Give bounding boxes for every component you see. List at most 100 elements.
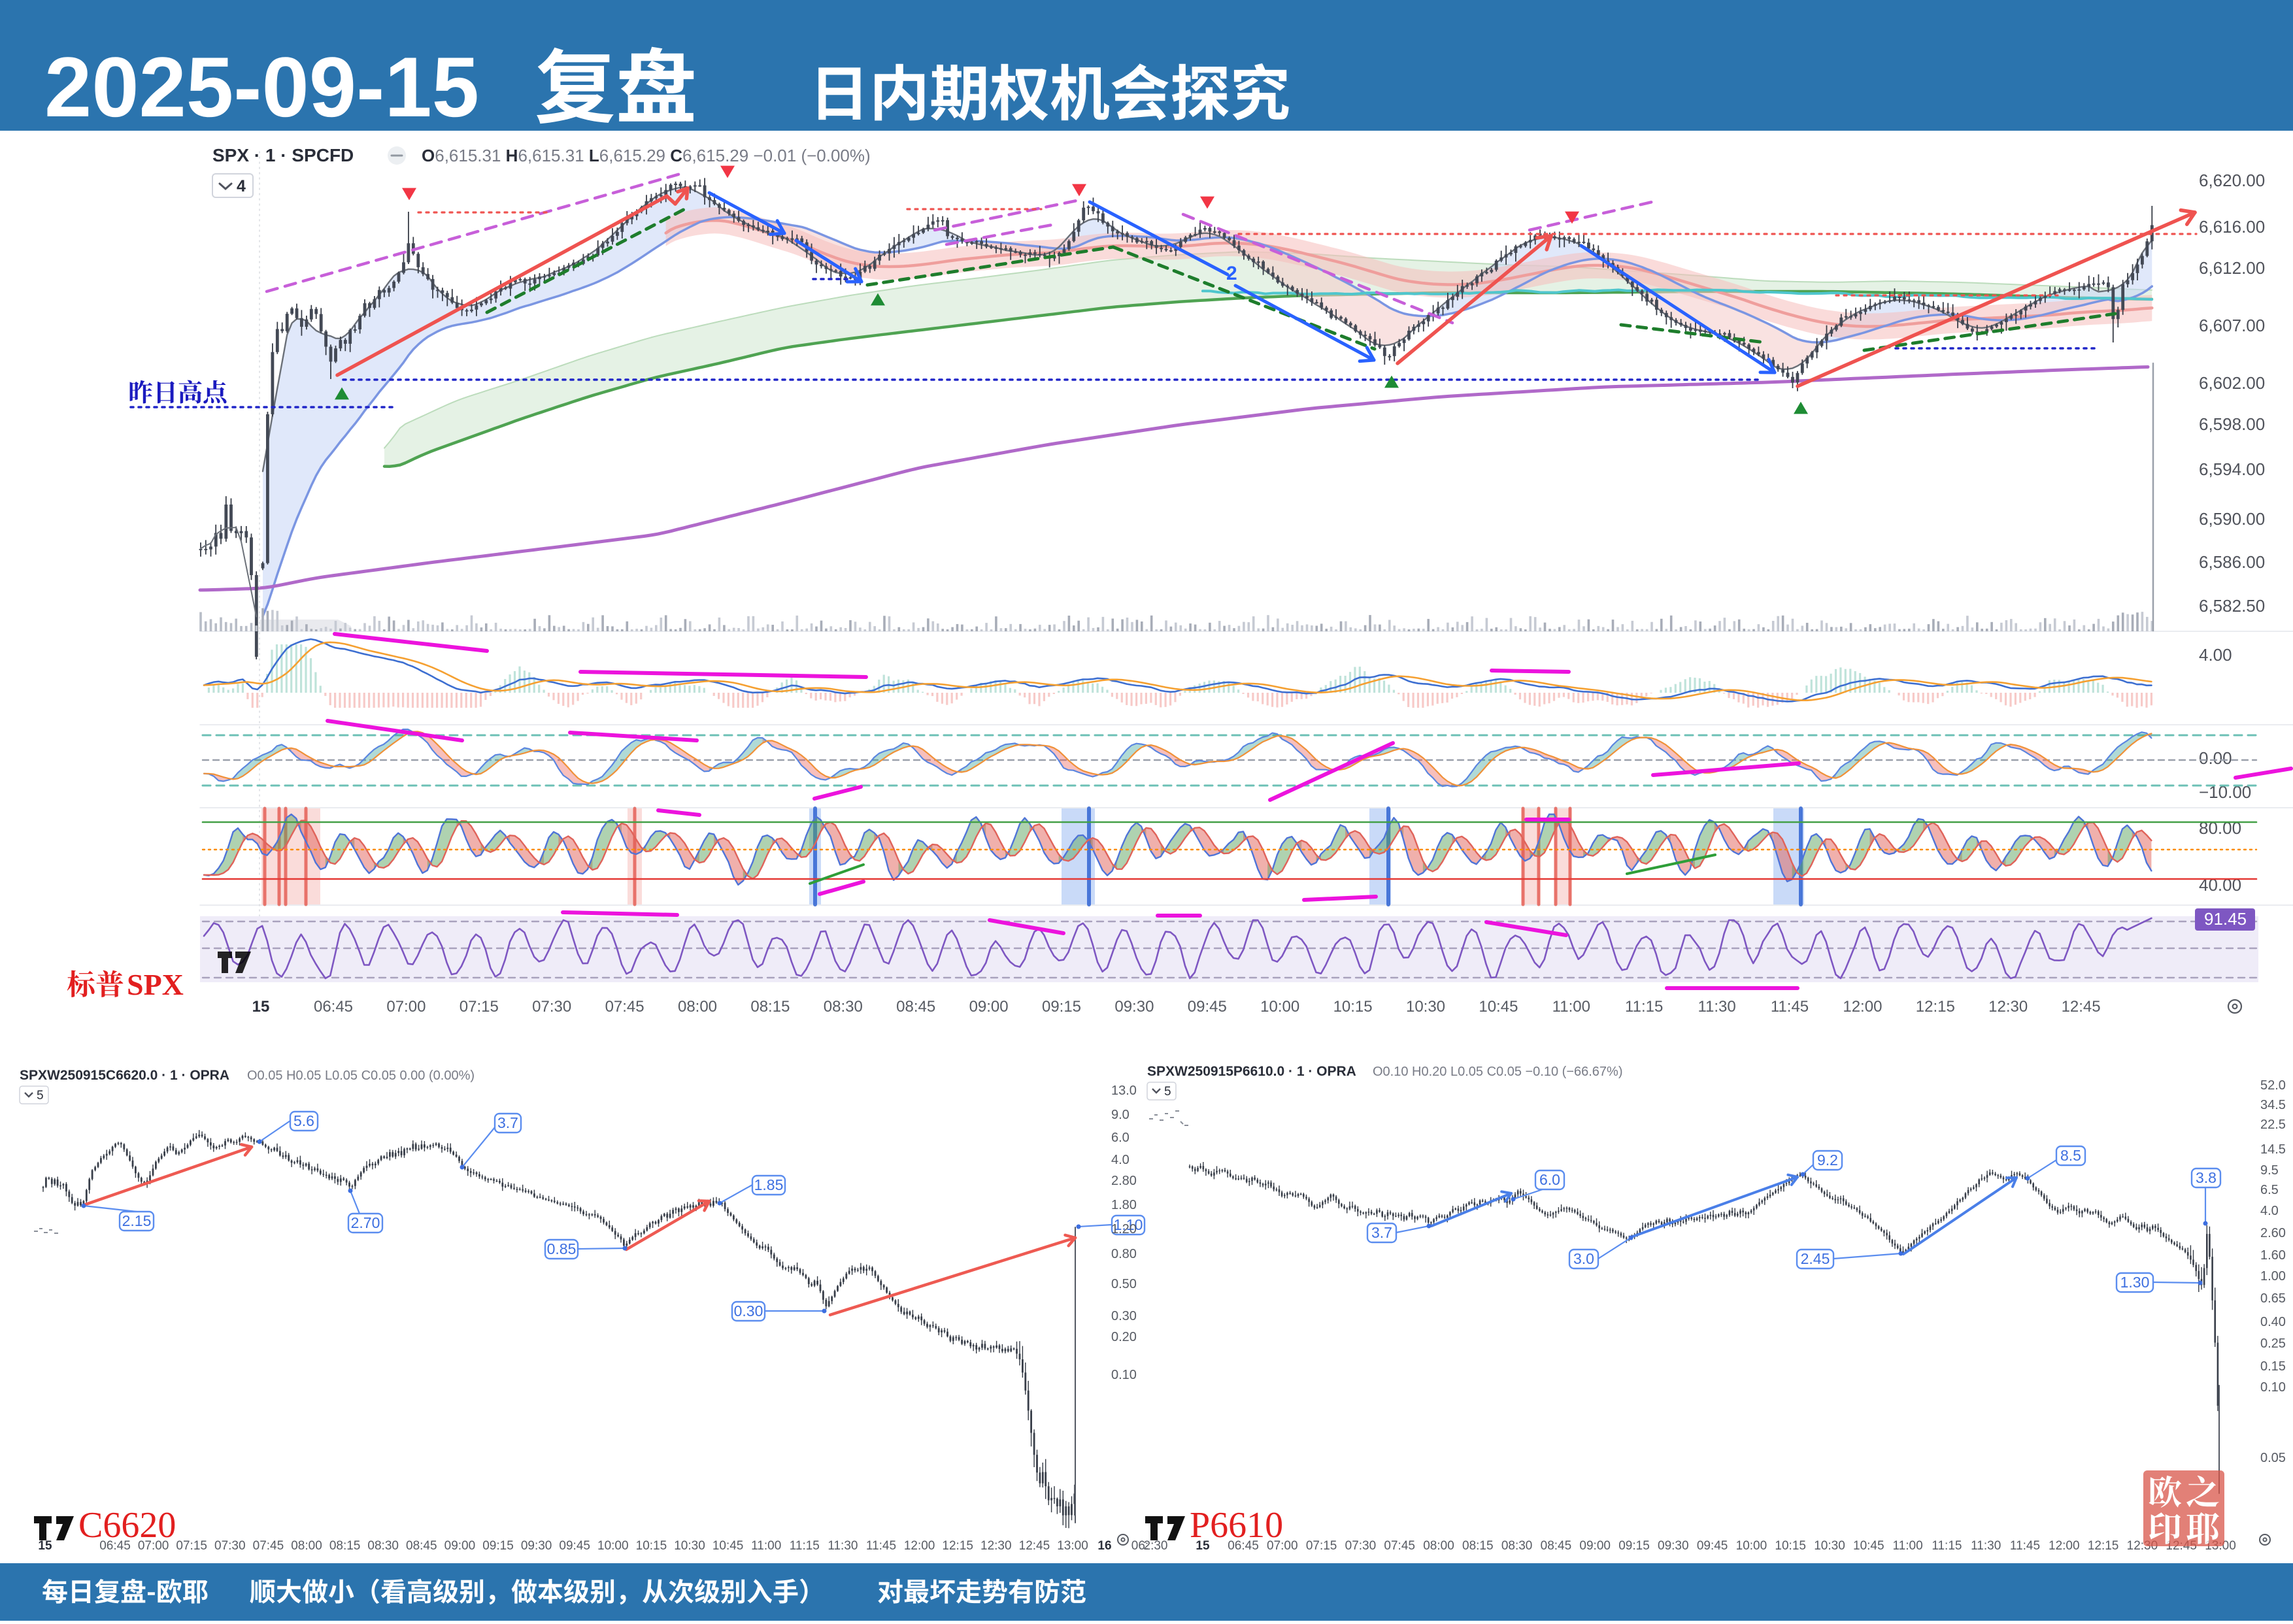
svg-text:08:30: 08:30 (824, 998, 863, 1016)
svg-text:SPX · 1 · SPCFD: SPX · 1 · SPCFD (212, 145, 354, 165)
svg-text:09:00: 09:00 (444, 1539, 476, 1553)
svg-text:6,612.00: 6,612.00 (2199, 258, 2265, 278)
svg-text:07:45: 07:45 (605, 998, 644, 1016)
svg-text:SPXW250915P6610.0 · 1 · OPRA: SPXW250915P6610.0 · 1 · OPRA (1147, 1064, 1356, 1079)
svg-text:10:45: 10:45 (712, 1539, 744, 1553)
svg-text:16: 16 (1097, 1539, 1111, 1553)
svg-text:07:15: 07:15 (1306, 1539, 1337, 1553)
svg-text:52.0: 52.0 (2260, 1078, 2286, 1093)
svg-text:12:00: 12:00 (2049, 1539, 2080, 1553)
svg-text:O6,615.31 H6,615.31 L6,615.29: O6,615.31 H6,615.31 L6,615.29 C6,615.29 … (422, 146, 871, 165)
svg-text:2.15: 2.15 (122, 1212, 152, 1229)
svg-text:10:15: 10:15 (636, 1539, 667, 1553)
svg-text:1.80: 1.80 (1111, 1198, 1137, 1212)
svg-text:0.85: 0.85 (547, 1240, 577, 1257)
svg-text:0.10: 0.10 (1111, 1368, 1137, 1382)
svg-text:2.60: 2.60 (2260, 1226, 2286, 1240)
svg-text:9.5: 9.5 (2260, 1163, 2279, 1178)
svg-text:11:30: 11:30 (1971, 1539, 2001, 1553)
svg-text:0.65: 0.65 (2260, 1291, 2286, 1306)
svg-text:3.0: 3.0 (1573, 1250, 1594, 1267)
svg-text:10:00: 10:00 (1260, 998, 1299, 1016)
svg-text:07:30: 07:30 (532, 998, 571, 1016)
svg-text:08:30: 08:30 (367, 1539, 399, 1553)
svg-text:0.80: 0.80 (1111, 1247, 1137, 1261)
svg-text:5: 5 (37, 1089, 44, 1102)
svg-text:12:30: 12:30 (980, 1539, 1012, 1553)
svg-text:34.5: 34.5 (2260, 1098, 2286, 1112)
svg-text:08:00: 08:00 (1423, 1539, 1454, 1553)
svg-text:10:45: 10:45 (1479, 998, 1518, 1016)
svg-text:15: 15 (252, 998, 270, 1016)
svg-text:08:15: 08:15 (1462, 1539, 1494, 1553)
svg-text:06:45: 06:45 (314, 998, 353, 1016)
svg-text:12:00: 12:00 (1843, 998, 1882, 1016)
svg-text:08:45: 08:45 (1541, 1539, 1572, 1553)
svg-text:0.00: 0.00 (2199, 748, 2232, 768)
svg-text:11:15: 11:15 (1625, 998, 1663, 1016)
svg-text:2.70: 2.70 (351, 1214, 380, 1231)
svg-text:0.30: 0.30 (734, 1302, 763, 1319)
svg-text:09:15: 09:15 (1618, 1539, 1650, 1553)
svg-text:0.25: 0.25 (2260, 1336, 2286, 1351)
svg-text:O0.10 H0.20 L0.05 C0.05 −0.10: O0.10 H0.20 L0.05 C0.05 −0.10 (−66.67%) (1373, 1065, 1623, 1079)
svg-text:09:45: 09:45 (1697, 1539, 1728, 1553)
svg-text:11:45: 11:45 (2010, 1539, 2040, 1553)
svg-text:07:45: 07:45 (253, 1539, 284, 1553)
svg-text:11:00: 11:00 (751, 1539, 781, 1553)
svg-text:07:15: 07:15 (460, 998, 499, 1016)
svg-text:3.7: 3.7 (497, 1114, 518, 1131)
svg-text:08:00: 08:00 (291, 1539, 322, 1553)
svg-text:22.5: 22.5 (2260, 1118, 2286, 1132)
svg-text:11:45: 11:45 (1771, 998, 1809, 1016)
svg-text:10:30: 10:30 (1814, 1539, 1845, 1553)
svg-text:10:00: 10:00 (597, 1539, 629, 1553)
svg-text:13.0: 13.0 (1111, 1084, 1137, 1098)
svg-text:11:00: 11:00 (1893, 1539, 1923, 1553)
svg-text:12:30: 12:30 (1988, 998, 2028, 1016)
svg-text:4.0: 4.0 (1111, 1153, 1130, 1167)
svg-text:08:15: 08:15 (329, 1539, 361, 1553)
svg-text:40.00: 40.00 (2199, 875, 2241, 895)
svg-text:11:00: 11:00 (1552, 998, 1590, 1016)
svg-text:1.60: 1.60 (2260, 1248, 2286, 1263)
svg-text:09:15: 09:15 (482, 1539, 514, 1553)
svg-text:0.15: 0.15 (2260, 1359, 2286, 1374)
svg-text:P6610: P6610 (1190, 1505, 1283, 1546)
svg-text:12:45: 12:45 (2062, 998, 2101, 1016)
svg-text:0.05: 0.05 (2260, 1451, 2286, 1465)
svg-text:14.5: 14.5 (2260, 1142, 2286, 1157)
svg-text:07:15: 07:15 (176, 1539, 207, 1553)
svg-text:09:30: 09:30 (521, 1539, 552, 1553)
svg-text:6.0: 6.0 (1539, 1171, 1560, 1188)
svg-text:5: 5 (1164, 1085, 1171, 1099)
svg-text:07:30: 07:30 (214, 1539, 246, 1553)
svg-text:6,616.00: 6,616.00 (2199, 217, 2265, 237)
svg-text:9.2: 9.2 (1817, 1152, 1838, 1168)
svg-text:2.80: 2.80 (1111, 1174, 1137, 1188)
svg-text:08:15: 08:15 (750, 998, 790, 1016)
svg-text:1.00: 1.00 (2260, 1269, 2286, 1284)
svg-text:0.20: 0.20 (1111, 1330, 1137, 1344)
svg-text:08:45: 08:45 (406, 1539, 437, 1553)
svg-text:09:45: 09:45 (559, 1539, 590, 1553)
svg-text:8.5: 8.5 (2060, 1147, 2081, 1164)
svg-text:0.40: 0.40 (2260, 1315, 2286, 1329)
svg-text:6,586.00: 6,586.00 (2199, 552, 2265, 572)
svg-text:12:15: 12:15 (942, 1539, 973, 1553)
svg-text:10:00: 10:00 (1736, 1539, 1767, 1553)
svg-text:4.00: 4.00 (2199, 645, 2232, 665)
svg-text:2.45: 2.45 (1801, 1250, 1830, 1267)
svg-text:1.85: 1.85 (754, 1176, 784, 1193)
svg-text:3.7: 3.7 (1371, 1224, 1392, 1241)
svg-text:13:00: 13:00 (1057, 1539, 1088, 1553)
svg-text:11:30: 11:30 (1698, 998, 1735, 1016)
svg-text:6,602.00: 6,602.00 (2199, 373, 2265, 393)
svg-text:4.0: 4.0 (2260, 1204, 2279, 1218)
svg-text:SPX: SPX (127, 968, 184, 1001)
svg-text:11:45: 11:45 (866, 1539, 896, 1553)
svg-text:2025-09-15: 2025-09-15 (44, 39, 479, 135)
svg-text:15: 15 (38, 1539, 52, 1553)
svg-text:6,598.00: 6,598.00 (2199, 414, 2265, 434)
svg-text:1.20: 1.20 (1111, 1222, 1137, 1236)
